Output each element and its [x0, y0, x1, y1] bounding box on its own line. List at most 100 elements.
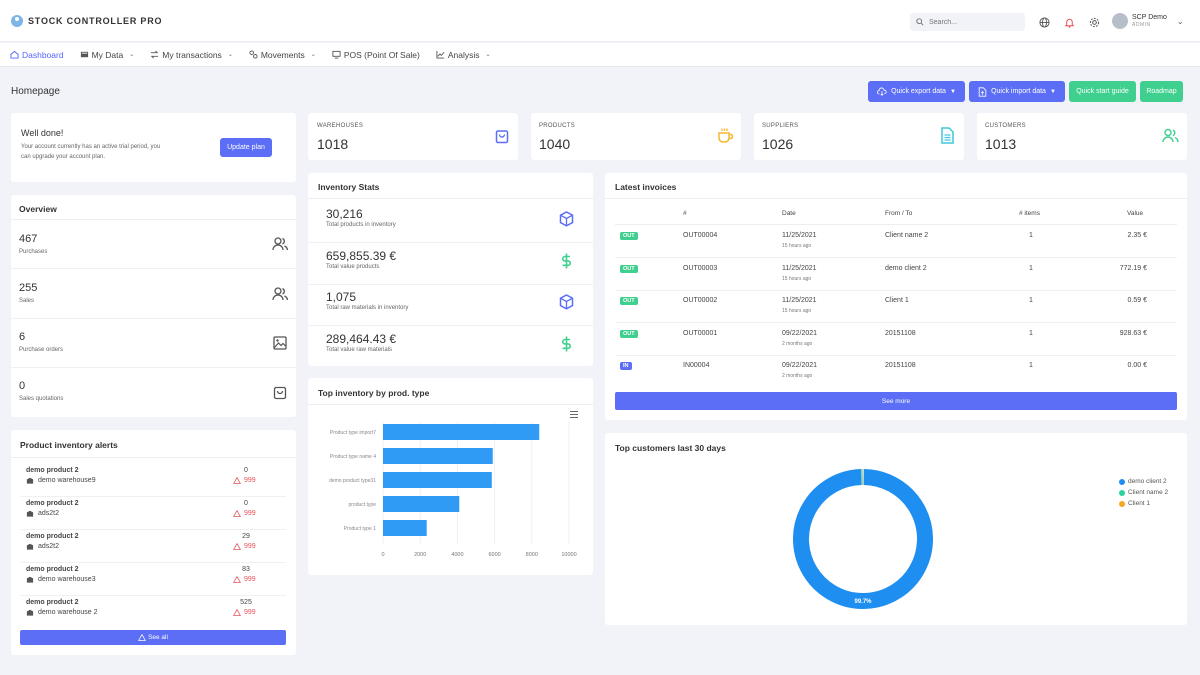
database-icon [80, 51, 88, 58]
stat-card-products: PRODUCTS 1040 [531, 113, 741, 160]
donut-slice[interactable] [793, 469, 933, 609]
globe-icon[interactable] [1038, 16, 1050, 28]
alert-warehouse-name: ads2t2 [38, 510, 60, 517]
invoice-id: OUT00001 [683, 329, 718, 337]
overview-value: 467 [19, 233, 38, 245]
alert-limit-value: 999 [244, 609, 256, 616]
y-tick-label: demo product type31 [329, 478, 376, 484]
invoice-id: OUT00004 [683, 232, 718, 239]
invoice-value: 2.35 € [1127, 232, 1147, 239]
legend-item[interactable]: demo client 2 [1119, 478, 1168, 485]
alert-qty: 83 [242, 566, 250, 573]
invoice-value: 928.63 € [1119, 329, 1147, 337]
invoice-items: 1 [1029, 329, 1033, 337]
alert-limit: 999 [233, 576, 256, 583]
alert-warehouse: ads2t2 [26, 543, 59, 550]
nav-analysis[interactable]: Analysis ⌄ [436, 50, 491, 60]
divider [21, 529, 286, 530]
x-tick-label: 8000 [526, 552, 538, 558]
table-row[interactable]: OUT OUT00004 11/25/2021 15 hours ago Client … [605, 229, 1187, 259]
alert-limit-value: 999 [244, 510, 256, 517]
alert-item[interactable]: demo product 2 ads2t2 0 999 [11, 499, 296, 530]
bar[interactable] [383, 424, 540, 440]
quick-import-button[interactable]: Quick import data ▼ [969, 81, 1065, 102]
alert-item[interactable]: demo product 2 demo warehouse9 0 999 [11, 466, 296, 497]
invoice-type-badge: OUT [620, 329, 638, 338]
divider [308, 242, 593, 243]
alert-item[interactable]: demo product 2 ads2t2 29 999 [11, 532, 296, 563]
alert-limit: 999 [233, 510, 256, 517]
inventory-stat-value: 659,855.39 € [326, 248, 397, 263]
alert-item[interactable]: demo product 2 demo warehouse3 83 999 [11, 565, 296, 596]
legend-item[interactable]: Client 1 [1119, 500, 1168, 507]
dollar-icon [562, 336, 571, 351]
legend-item[interactable]: Client name 2 [1119, 489, 1168, 496]
nav-dashboard[interactable]: Dashboard [10, 50, 64, 60]
invoice-date: 09/22/2021 [782, 362, 818, 369]
alert-item[interactable]: demo product 2 demo warehouse 2 525 999 [11, 598, 296, 628]
nav-my-transactions[interactable]: My transactions ⌄ [150, 50, 233, 60]
brand[interactable]: STOCK CONTROLLER PRO [11, 15, 162, 27]
quick-import-label: Quick import data [991, 88, 1046, 95]
see-all-button[interactable]: See all [20, 630, 286, 645]
table-row[interactable]: OUT OUT00003 11/25/2021 15 hours ago demo cl… [605, 262, 1187, 292]
column-header: # [683, 210, 687, 217]
chevron-down-icon: ⌄ [1176, 16, 1184, 26]
invoice-items: 1 [1029, 232, 1033, 239]
legend-marker [1119, 478, 1125, 485]
inventory-stats-card: Inventory Stats 30,216 Total products in … [308, 173, 593, 366]
y-tick-label: Product type 1 [344, 526, 376, 532]
user-menu[interactable]: SCP Demo ADMIN ⌄ [1112, 13, 1184, 29]
stat-value: 1040 [539, 136, 571, 152]
table-row[interactable]: IN IN00004 09/22/2021 2 months ago 20151108 1… [605, 359, 1187, 389]
chevron-down-icon: ⌄ [129, 52, 135, 58]
column-header: Value [1127, 210, 1144, 217]
legend-label: Client 1 [1128, 500, 1151, 507]
alert-product: demo product 2 [26, 467, 79, 474]
alert-product: demo product 2 [26, 533, 79, 540]
table-row[interactable]: OUT OUT00002 11/25/2021 15 hours ago Client … [605, 294, 1187, 324]
inventory-stat: 659,855.39 € Total value products [308, 247, 593, 287]
update-plan-button[interactable]: Update plan [220, 138, 272, 157]
invoice-value: 0.59 € [1127, 297, 1147, 304]
quick-export-button[interactable]: Quick export data ▼ [868, 81, 965, 102]
bar[interactable] [383, 520, 427, 536]
search-box[interactable] [910, 13, 1025, 31]
bar[interactable] [383, 472, 492, 488]
alert-warehouse: ads2t2 [26, 510, 59, 517]
alert-warehouse: demo warehouse9 [26, 477, 96, 484]
inventory-stat: 30,216 Total products in inventory [308, 205, 593, 245]
search-input[interactable] [929, 18, 1009, 26]
gear-icon[interactable] [1088, 16, 1100, 28]
see-more-button[interactable]: See more [615, 392, 1177, 410]
chart-menu-icon[interactable] [570, 411, 578, 418]
bar[interactable] [383, 448, 493, 464]
users-icon [272, 287, 288, 301]
nav-my-data[interactable]: My Data ⌄ [80, 50, 135, 60]
transfer-icon [150, 50, 159, 59]
roadmap-button[interactable]: Roadmap [1140, 81, 1183, 102]
quick-start-guide-button[interactable]: Quick start guide [1069, 81, 1136, 102]
overview-value: 255 [19, 282, 38, 294]
invoice-date-ago: 2 months ago [782, 340, 813, 347]
divider [21, 595, 286, 596]
logo-icon [11, 15, 23, 27]
nav-movements[interactable]: Movements ⌄ [249, 50, 316, 60]
alert-product: demo product 2 [26, 599, 79, 606]
dollar-icon [562, 253, 571, 268]
inventory-stat: 289,464.43 € Total value raw materials [308, 330, 593, 370]
bell-icon[interactable] [1063, 16, 1075, 28]
bag-icon [273, 386, 287, 400]
nav-pos[interactable]: POS (Point Of Sale) [332, 50, 420, 60]
nav-label: Analysis [447, 49, 480, 60]
bar[interactable] [383, 496, 460, 512]
chevron-down-icon: ▼ [1049, 88, 1056, 95]
chevron-down-icon: ⌄ [310, 52, 316, 58]
warehouse-icon [26, 510, 34, 517]
warning-icon [233, 477, 241, 484]
invoice-date-ago: 15 hours ago [782, 308, 812, 314]
table-row[interactable]: OUT OUT00001 09/22/2021 2 months ago 2015110… [605, 327, 1187, 357]
stat-value: 1026 [762, 136, 794, 152]
alert-qty: 525 [240, 599, 252, 606]
overview-label: Sales [19, 298, 35, 304]
